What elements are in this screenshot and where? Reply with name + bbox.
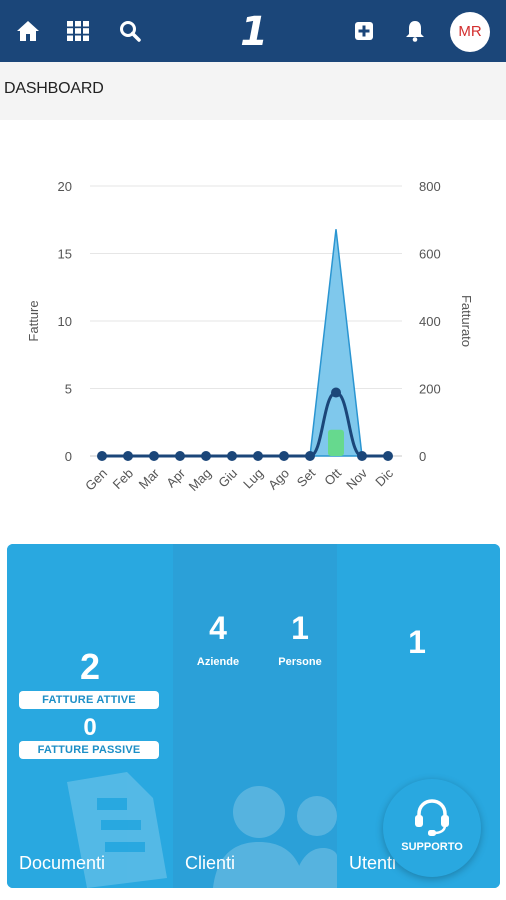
- search-icon[interactable]: [117, 18, 143, 44]
- headset-icon: [415, 799, 449, 836]
- data-point: [331, 387, 341, 398]
- x-tick-label: Nov: [343, 465, 370, 492]
- fatture-passive-count: 0: [83, 714, 97, 741]
- y2-tick-label: 800: [419, 179, 441, 194]
- fatture-passive-label: FATTURE PASSIVE: [19, 741, 159, 759]
- x-tick-label: Feb: [110, 466, 136, 492]
- support-label: SUPPORTO: [401, 841, 463, 853]
- y-axis-title: Fatture: [26, 300, 41, 341]
- y-tick-label: 20: [58, 179, 72, 194]
- fatture-attive-label: FATTURE ATTIVE: [19, 691, 159, 709]
- x-tick-label: Gen: [82, 466, 110, 494]
- aziende-count: 4: [209, 610, 227, 646]
- utenti-count: 1: [408, 624, 426, 660]
- x-tick-label: Mag: [186, 466, 214, 494]
- y-tick-label: 5: [65, 382, 72, 397]
- x-tick-label: Apr: [163, 465, 188, 490]
- app-logo[interactable]: 1: [240, 9, 268, 55]
- data-point: [149, 451, 159, 461]
- y2-tick-label: 0: [419, 449, 426, 464]
- bar: [328, 429, 344, 456]
- tile-utenti-label: Utenti: [349, 853, 397, 873]
- home-icon[interactable]: [15, 18, 41, 44]
- data-point: [97, 451, 107, 461]
- data-point: [175, 451, 185, 461]
- top-bar: 1 MR: [0, 0, 506, 62]
- tile-clienti[interactable]: 4 Aziende 1 Persone Clienti: [173, 544, 337, 888]
- data-point: [227, 451, 237, 461]
- persone-count: 1: [291, 610, 309, 646]
- y-tick-label: 0: [65, 449, 72, 464]
- persone-label: Persone: [278, 656, 322, 668]
- data-point: [305, 451, 315, 461]
- x-tick-label: Mar: [136, 465, 163, 492]
- tile-documenti[interactable]: 2 FATTURE ATTIVE 0 FATTURE PASSIVE Docum…: [7, 544, 173, 888]
- aziende-label: Aziende: [196, 656, 240, 668]
- tile-documenti-label: Documenti: [19, 853, 106, 873]
- y2-axis-title: Fatturato: [459, 295, 474, 347]
- data-point: [383, 451, 393, 461]
- x-tick-label: Dic: [372, 465, 396, 489]
- page-title: DASHBOARD: [4, 80, 104, 97]
- data-point: [123, 451, 133, 461]
- y2-tick-label: 600: [419, 247, 441, 262]
- area-series: [102, 229, 388, 457]
- add-icon[interactable]: [351, 18, 377, 44]
- x-tick-label: Ago: [265, 466, 292, 493]
- x-tick-label: Set: [294, 465, 319, 490]
- document-watermark-icon: [67, 772, 167, 888]
- title-bar: [0, 62, 506, 120]
- y-tick-label: 10: [58, 314, 72, 329]
- y2-tick-label: 200: [419, 382, 441, 397]
- fatture-attive-count: 2: [79, 646, 101, 687]
- data-point: [201, 451, 211, 461]
- x-tick-label: Giu: [215, 466, 240, 491]
- x-tick-label: Ott: [321, 465, 344, 488]
- tile-clienti-label: Clienti: [185, 853, 236, 873]
- x-tick-label: Lug: [240, 466, 266, 492]
- bell-icon[interactable]: [402, 18, 428, 44]
- data-point: [357, 451, 367, 461]
- data-point: [253, 451, 263, 461]
- grid-icon[interactable]: [65, 18, 91, 44]
- y-tick-label: 15: [58, 247, 72, 262]
- y2-tick-label: 400: [419, 314, 441, 329]
- data-point: [279, 451, 289, 461]
- support-button[interactable]: SUPPORTO: [383, 779, 481, 877]
- user-avatar[interactable]: MR: [450, 12, 490, 52]
- people-watermark-icon: [213, 786, 337, 888]
- dashboard-chart: 0 0 5 200 10 400 15 600 20 800 Fatture Fatturato Gen…: [26, 179, 474, 494]
